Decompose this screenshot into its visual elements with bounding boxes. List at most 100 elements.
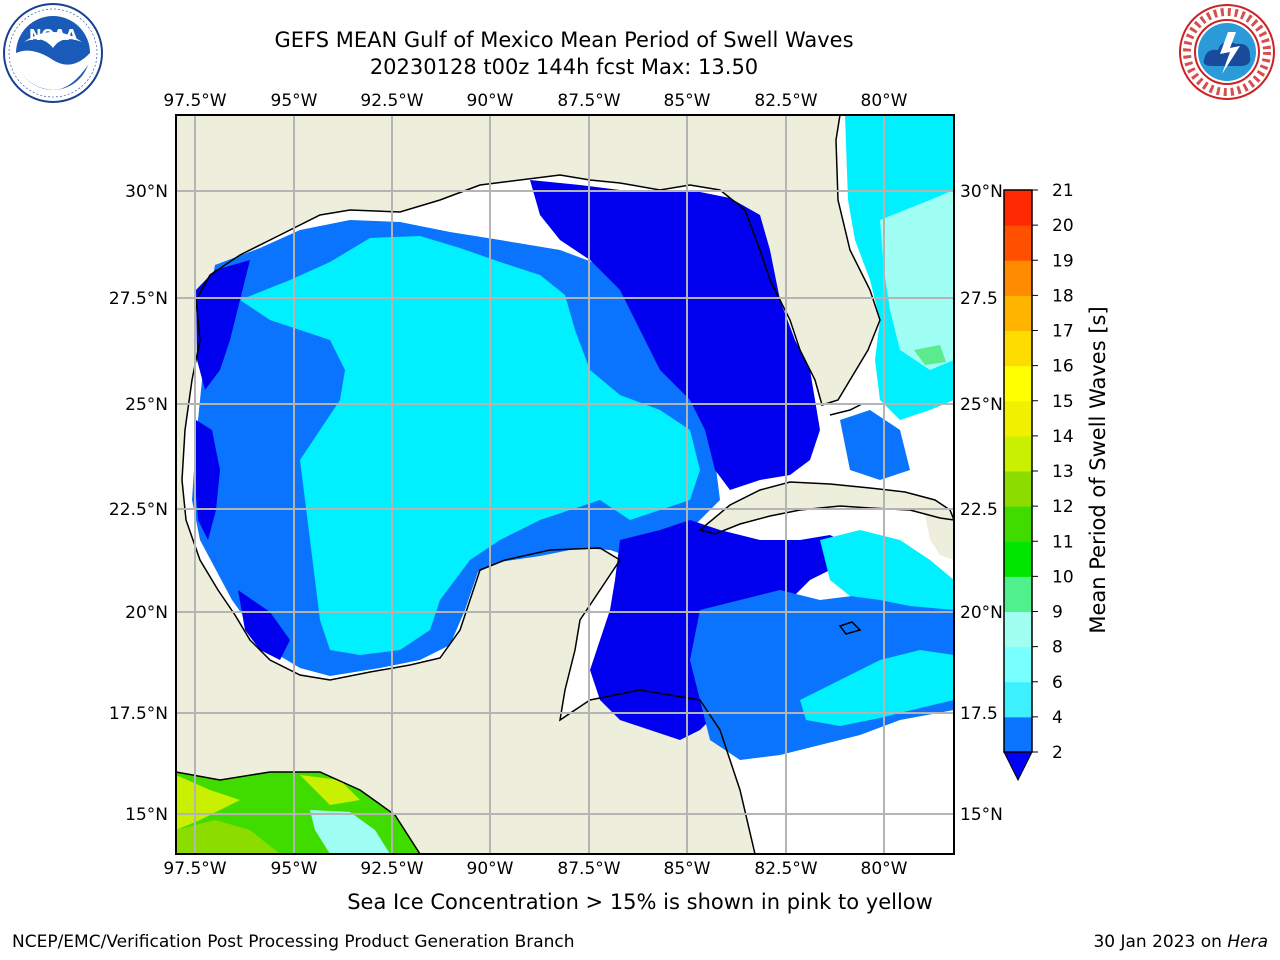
lon-label-bottom: 87.5°W [557,859,620,879]
colorbar-tick-label: 20 [1052,216,1074,236]
field-pacific-lightgreen [176,820,280,854]
coastline-cuba [698,481,954,535]
colorbar-tick-label: 10 [1052,567,1074,587]
footer-host: Hera [1227,932,1268,952]
lon-label-bottom: 92.5°W [360,859,423,879]
lon-label-top: 90°W [467,91,514,111]
lon-label-bottom: 97.5°W [163,859,226,879]
noaa-logo: NOAA [2,2,104,108]
lon-label-top: 85°W [664,91,711,111]
lat-label-left: 30°N [125,182,168,202]
lat-labels-right: 30°N 27.5 25°N 22.5 20°N 17.5 15°N [960,182,1003,825]
colorbar-segment [1004,190,1032,226]
lat-label-left: 20°N [125,603,168,623]
lon-labels-bottom: 97.5°W 95°W 92.5°W 90°W 87.5°W 85°W 82.5… [163,859,907,879]
lat-label-right: 30°N [960,182,1003,202]
lat-label-left: 17.5°N [109,704,168,724]
colorbar-segment [1004,225,1032,261]
footer-date-text: 30 Jan 2023 on [1093,932,1222,952]
lat-labels-left: 30°N 27.5°N 25°N 22.5°N 20°N 17.5°N 15°N [109,182,168,825]
colorbar-tick-label: 8 [1052,638,1063,658]
coastline-keys [829,403,863,416]
field-caribbean-blue [690,590,954,760]
lon-label-bottom: 80°W [861,859,908,879]
field-atlantic-lightcyan [880,190,954,370]
field-caribbean-cyan [800,530,954,726]
colorbar-tick-label: 16 [1052,357,1074,377]
colorbar-tick-label: 13 [1052,462,1074,482]
colorbar-extend-arrow [1003,751,1033,782]
colorbar-segment [1004,330,1032,367]
colorbar-tick-label: 6 [1052,673,1063,693]
lon-label-top: 87.5°W [557,91,620,111]
colorbar-tick-label: 21 [1052,181,1074,201]
footer-credit: NCEP/EMC/Verification Post Processing Pr… [12,932,575,952]
field-pacific-yellowgreen [176,775,360,830]
colorbar-segment [1004,506,1032,542]
field-period-4-6 [240,236,700,655]
colorbar-tick-label: 17 [1052,322,1074,342]
footer-date: 30 Jan 2023 on Hera [1093,932,1268,952]
field-pacific-cyan [310,810,390,854]
coastline-jamaica [838,621,862,635]
colorbar-segment [1004,471,1032,507]
lon-label-bottom: 95°W [271,859,318,879]
map-frame [175,114,955,855]
lon-label-bottom: 82.5°W [754,859,817,879]
field-period-0-2-east [530,180,820,490]
lat-label-left: 15°N [125,805,168,825]
colorbar-segment [1004,646,1032,683]
lat-label-right: 25°N [960,395,1003,415]
lat-label-left: 25°N [125,395,168,415]
field-keys-blue [840,410,910,480]
chart-title: GEFS MEAN Gulf of Mexico Mean Period of … [274,28,854,52]
noaa-logo-text: NOAA [29,26,78,44]
sea-ice-note: Sea Ice Concentration > 15% is shown in … [347,890,933,914]
lon-label-top: 95°W [271,91,318,111]
nws-logo [1176,2,1278,106]
colorbar-segment [1004,365,1032,402]
field-atlantic-green [914,345,946,365]
colorbar-tick-label: 14 [1052,427,1074,447]
colorbar-segment [1004,260,1032,296]
lon-label-bottom: 90°W [467,859,514,879]
lat-label-right: 15°N [960,805,1003,825]
graticule [176,115,954,854]
colorbar-tick-label: 12 [1052,497,1074,517]
lat-label-right: 27.5 [960,289,998,309]
colorbar-tick-label: 4 [1052,708,1063,728]
colorbar-tick-label: 2 [1052,743,1063,763]
colorbar-segment [1004,576,1032,612]
colorbar-segment [1004,611,1032,648]
lat-label-right: 20°N [960,603,1003,623]
lat-label-left: 22.5°N [109,500,168,520]
lon-label-top: 92.5°W [360,91,423,111]
lat-label-right: 22.5 [960,500,998,520]
lon-label-top: 82.5°W [754,91,817,111]
colorbar-segment [1004,295,1032,331]
colorbar-tick-label: 18 [1052,286,1074,306]
colorbar-segment [1004,400,1032,437]
colorbar-tick-label: 11 [1052,532,1074,552]
land-hispaniola [925,512,954,560]
land-cuba [700,482,954,534]
coastline-main [181,115,881,854]
map-content [176,115,954,854]
lon-label-bottom: 85°W [664,859,711,879]
chart-subtitle: 20230128 t00z 144h fcst Max: 13.50 [369,55,759,79]
lat-label-right: 17.5 [960,704,998,724]
lon-label-top: 97.5°W [163,91,226,111]
lat-label-left: 27.5°N [109,289,168,309]
lon-labels-top: 97.5°W 95°W 92.5°W 90°W 87.5°W 85°W 82.5… [163,91,907,111]
field-period-0-2-west [194,260,290,660]
colorbar-tick-label: 9 [1052,603,1063,623]
colorbar-segment [1004,435,1032,472]
colorbar-segment [1004,681,1032,718]
colorbar-tick-label: 19 [1052,251,1074,271]
colorbar-segment [1004,541,1032,577]
colorbar: 2 4 6 8 9 10 11 12 13 14 15 16 17 18 19 20 21 [1003,181,1074,782]
colorbar-tick-label: 15 [1052,392,1074,412]
colorbar-segment [1004,716,1032,753]
lon-label-top: 80°W [861,91,908,111]
